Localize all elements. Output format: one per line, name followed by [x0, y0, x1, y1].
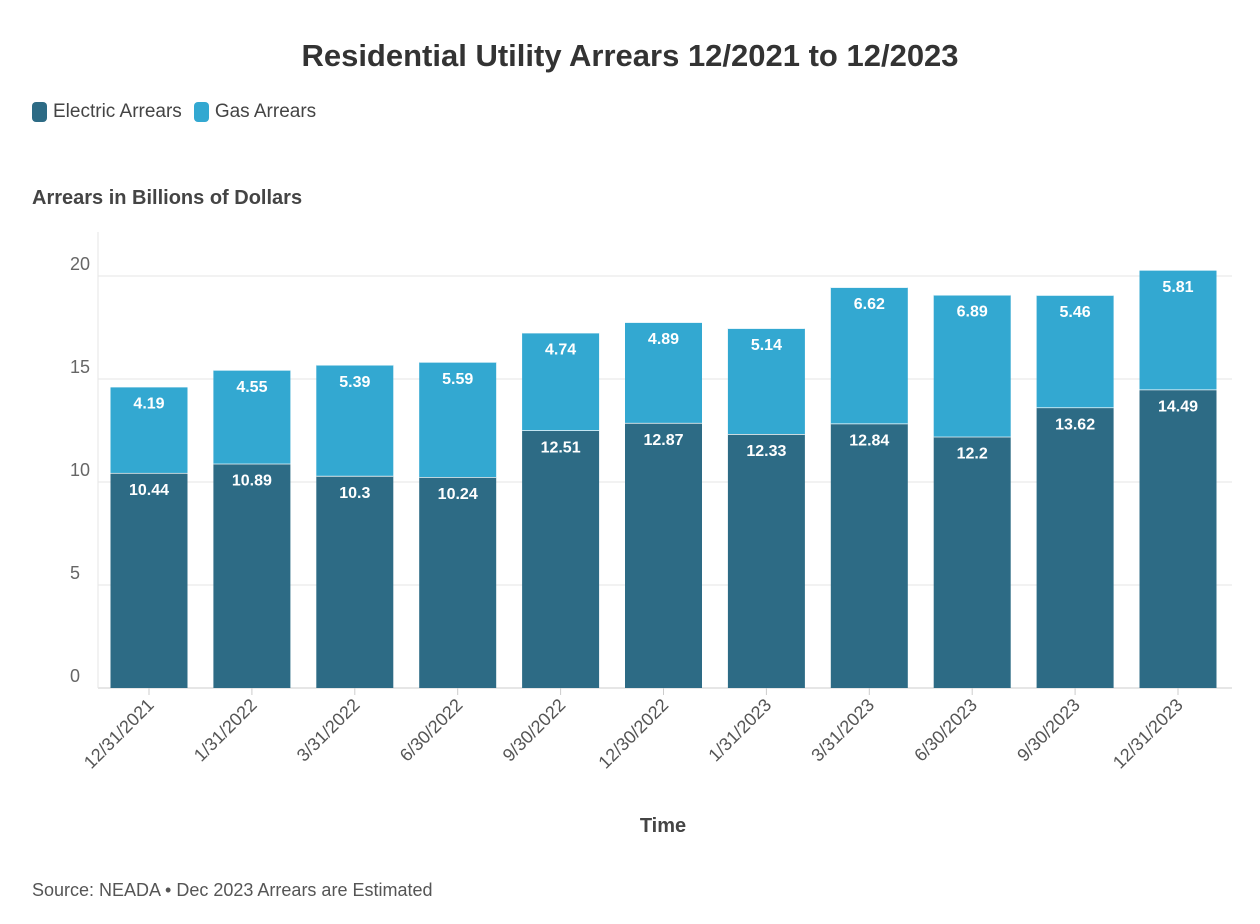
- bar-gas: [522, 332, 600, 431]
- data-label-electric: 12.84: [849, 432, 889, 449]
- x-axis-label: Time: [639, 815, 687, 837]
- x-tick-label: 6/30/2022: [396, 695, 467, 766]
- data-label-gas: 5.46: [1060, 304, 1091, 321]
- bar-gas: [625, 322, 702, 423]
- data-label-electric: 12.2: [957, 446, 988, 463]
- data-label-gas: 5.39: [339, 374, 370, 391]
- data-label-electric: 12.87: [643, 432, 683, 449]
- bar-electric: [110, 472, 188, 688]
- bar-electric: [316, 475, 394, 688]
- x-tick-label: 3/31/2023: [807, 695, 878, 766]
- x-tick-label: 3/31/2022: [293, 695, 364, 766]
- bar-electric: [727, 434, 805, 688]
- legend-swatch-gas: [193, 102, 209, 122]
- y-tick-label: 20: [70, 254, 90, 274]
- x-tick-label: 1/31/2023: [704, 695, 775, 766]
- bar-gas: [316, 364, 394, 476]
- legend-item-gas[interactable]: Gas Arrears: [193, 101, 317, 123]
- bar-gas: [727, 328, 805, 435]
- data-label-gas: 4.55: [236, 379, 267, 396]
- x-tick-label: 1/31/2022: [190, 695, 261, 766]
- data-label-electric: 14.49: [1158, 399, 1198, 416]
- chart-title: Residential Utility Arrears 12/2021 to 1…: [301, 38, 959, 73]
- data-label-gas: 6.89: [957, 304, 988, 321]
- data-label-gas: 5.59: [442, 371, 473, 388]
- data-label-electric: 10.3: [339, 485, 370, 502]
- data-label-electric: 10.89: [232, 473, 272, 490]
- legend-label-gas: Gas Arrears: [214, 101, 317, 122]
- bar-electric: [213, 463, 291, 688]
- data-label-gas: 4.19: [133, 396, 164, 413]
- legend-label-electric: Electric Arrears: [53, 101, 182, 122]
- bar-gas: [213, 369, 291, 464]
- source-note: Source: NEADA • Dec 2023 Arrears are Est…: [32, 880, 433, 900]
- y-axis-label: Arrears in Billions of Dollars: [32, 187, 303, 209]
- y-tick-label: 10: [70, 460, 90, 480]
- data-label-electric: 12.51: [541, 439, 581, 456]
- data-label-gas: 4.89: [648, 331, 679, 348]
- x-tick-label: 12/31/2023: [1109, 695, 1187, 773]
- bar-electric: [1036, 407, 1114, 688]
- data-label-electric: 12.33: [746, 443, 786, 460]
- y-tick-label: 0: [70, 666, 80, 686]
- data-label-gas: 4.74: [545, 342, 576, 359]
- legend: Electric Arrears Gas Arrears: [32, 101, 328, 123]
- bar-gas: [933, 294, 1011, 437]
- bar-electric: [522, 430, 600, 688]
- x-tick-label: 12/30/2022: [594, 695, 672, 773]
- bar-gas: [1036, 294, 1114, 408]
- bar-gas: [110, 386, 188, 473]
- data-label-electric: 13.62: [1055, 416, 1095, 433]
- bar-electric: [933, 436, 1011, 688]
- bar-electric: [1139, 389, 1217, 688]
- data-label-electric: 10.24: [438, 486, 478, 503]
- x-tick-label: 9/30/2023: [1013, 695, 1084, 766]
- data-label-electric: 10.44: [129, 482, 169, 499]
- bar-gas: [419, 361, 497, 478]
- x-tick-label: 12/31/2021: [80, 695, 158, 773]
- legend-item-electric[interactable]: Electric Arrears: [32, 101, 182, 123]
- bar-gas: [830, 287, 908, 424]
- y-tick-label: 5: [70, 563, 80, 583]
- legend-swatch-electric: [32, 102, 47, 122]
- data-label-gas: 5.14: [751, 337, 782, 354]
- y-tick-label: 15: [70, 357, 90, 377]
- bar-electric: [625, 422, 702, 688]
- x-tick-label: 9/30/2022: [499, 695, 570, 766]
- data-label-gas: 6.62: [854, 296, 885, 313]
- bar-electric: [419, 477, 497, 688]
- x-tick-label: 6/30/2023: [910, 695, 981, 766]
- bar-gas: [1139, 269, 1217, 390]
- bar-electric: [830, 423, 908, 688]
- data-label-gas: 5.81: [1162, 279, 1193, 296]
